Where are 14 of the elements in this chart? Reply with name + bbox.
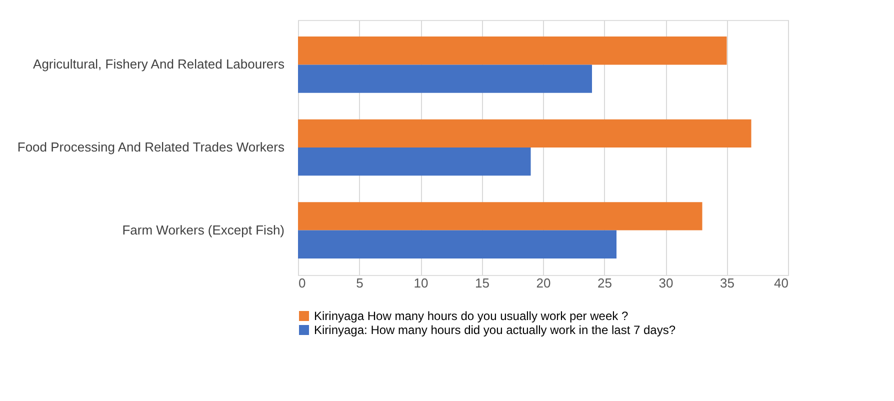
x-tick-label: 35 [720,276,734,290]
y-tick-label: Food Processing And Related Trades Workers [17,140,285,154]
x-tick-label: 20 [536,276,551,290]
x-tick-label: 0 [298,276,306,290]
legend-label: Kirinyaga: How many hours did you actually work in the last 7 days? [314,323,676,337]
x-tick-label: 40 [774,276,788,290]
y-tick-label: Farm Workers (Except Fish) [122,222,284,238]
legend-label: Kirinyaga How many hours do you usually work per week ? [314,309,628,323]
x-tick-label: 30 [658,276,674,290]
x-tick-label: 15 [475,276,490,290]
x-tick-label: 10 [414,276,428,290]
y-tick-label: Agricultural, Fishery And Related Labourers [33,56,285,72]
x-tick-label: 5 [356,276,364,290]
x-tick-label: 25 [598,276,612,290]
